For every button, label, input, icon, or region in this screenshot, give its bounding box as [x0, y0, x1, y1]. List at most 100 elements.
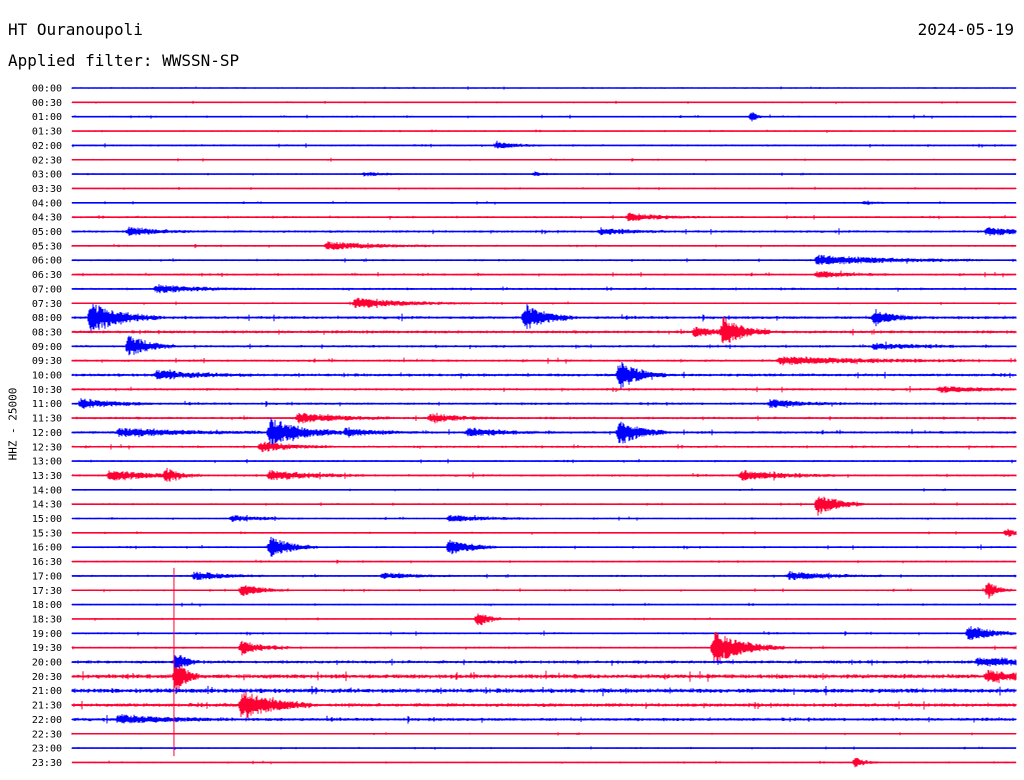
seismic-trace-row: [71, 418, 1017, 447]
time-row-label: 16:30: [32, 557, 62, 568]
seismic-trace-row: [71, 441, 1017, 452]
seismic-trace-row: [71, 297, 1017, 308]
seismic-trace-row: [71, 241, 1017, 250]
filter-label: Applied filter: WWSSN-SP: [8, 51, 240, 70]
seismic-trace-row: [71, 664, 1017, 690]
seismic-trace-row: [71, 602, 1017, 607]
seismic-trace-row: [71, 284, 1017, 294]
seismic-trace-row: [71, 398, 1017, 409]
seismic-trace-row: [71, 270, 1017, 278]
seismic-trace-row: [71, 631, 1017, 664]
seismic-trace-row: [71, 386, 1017, 393]
seismic-trace-row: [71, 362, 1017, 389]
seismic-trace-row: [71, 356, 1017, 366]
seismic-trace-row: [71, 86, 1017, 90]
time-row-label: 03:30: [32, 184, 62, 195]
time-row-label: 19:00: [32, 629, 62, 640]
time-row-label: 09:30: [32, 356, 62, 367]
time-row-label: 23:00: [32, 744, 62, 755]
time-row-label: 10:00: [32, 371, 62, 382]
seismic-trace-row: [71, 757, 1017, 768]
seismic-trace-row: [71, 254, 1017, 265]
time-row-label: 16:00: [32, 543, 62, 554]
seismic-trace-row: [71, 732, 1017, 736]
date-label: 2024-05-19: [917, 20, 1014, 39]
time-row-label: 22:00: [32, 715, 62, 726]
seismic-trace-row: [71, 186, 1017, 191]
seismic-trace-row: [71, 200, 1017, 205]
seismic-trace-row: [71, 467, 1017, 482]
seismic-trace-row: [71, 304, 1017, 333]
seismic-trace-row: [71, 571, 1017, 580]
seismic-trace-row: [71, 335, 1017, 356]
seismic-trace-row: [71, 488, 1017, 492]
seismic-trace-row: [71, 212, 1017, 222]
time-row-label: 04:00: [32, 198, 62, 209]
time-row-label: 20:30: [32, 672, 62, 683]
time-row-label: 06:30: [32, 270, 62, 281]
time-row-label: 07:00: [32, 284, 62, 295]
time-row-label: 17:00: [32, 571, 62, 582]
time-row-label: 12:00: [32, 428, 62, 439]
seismic-trace-row: [71, 412, 1017, 424]
time-row-label: 01:00: [32, 112, 62, 123]
time-row-label: 02:00: [32, 141, 62, 152]
time-row-label: 02:30: [32, 155, 62, 166]
seismic-trace-row: [71, 528, 1017, 537]
time-row-label: 14:30: [32, 500, 62, 511]
time-row-label: 19:30: [32, 643, 62, 654]
seismic-trace-row: [71, 100, 1017, 105]
time-row-label: 09:00: [32, 342, 62, 353]
time-row-label: 14:00: [32, 485, 62, 496]
time-row-label: 11:30: [32, 414, 62, 425]
seismic-trace-row: [71, 316, 1017, 344]
seismic-trace-row: [71, 691, 1017, 718]
seismic-trace-row: [71, 559, 1017, 564]
time-row-label: 18:00: [32, 600, 62, 611]
seismic-trace-row: [71, 129, 1017, 133]
time-row-label: 01:30: [32, 127, 62, 138]
time-row-label: 18:30: [32, 614, 62, 625]
time-row-label: 04:30: [32, 213, 62, 224]
time-row-label: 21:30: [32, 701, 62, 712]
seismic-trace-row: [71, 496, 1017, 516]
seismic-trace-row: [71, 157, 1017, 162]
seismic-trace-row: [71, 626, 1017, 640]
time-row-label: 23:30: [32, 758, 62, 769]
seismic-trace-row: [71, 458, 1017, 464]
time-row-label: 13:00: [32, 457, 62, 468]
time-row-label: 07:30: [32, 299, 62, 310]
time-row-label: 08:00: [32, 313, 62, 324]
seismic-trace-row: [71, 685, 1017, 697]
time-row-label: 10:30: [32, 385, 62, 396]
seismic-trace-row: [71, 140, 1017, 149]
station-title: HT Ouranoupoli: [8, 20, 143, 39]
time-row-label: 00:00: [32, 84, 62, 95]
time-row-label: 05:30: [32, 241, 62, 252]
time-row-label: 13:30: [32, 471, 62, 482]
time-row-label: 06:00: [32, 256, 62, 267]
seismic-trace-row: [71, 171, 1017, 177]
time-row-label: 15:00: [32, 514, 62, 525]
time-row-label: 12:30: [32, 442, 62, 453]
seismic-trace-row: [71, 536, 1017, 557]
seismic-trace-row: [71, 226, 1017, 236]
seismic-trace-row: [71, 112, 1017, 122]
time-row-label: 20:00: [32, 658, 62, 669]
time-row-label: 21:00: [32, 686, 62, 697]
time-row-label: 17:30: [32, 586, 62, 597]
time-row-label: 08:30: [32, 327, 62, 338]
seismic-trace-row: [71, 582, 1017, 599]
time-row-label: 00:30: [32, 98, 62, 109]
seismic-trace-row: [71, 515, 1017, 522]
time-row-label: 15:30: [32, 528, 62, 539]
time-row-label: 22:30: [32, 729, 62, 740]
seismic-trace-row: [71, 613, 1017, 626]
seismic-trace-row: [71, 746, 1017, 750]
seismic-trace-row: [71, 655, 1017, 669]
time-row-label: 05:00: [32, 227, 62, 238]
time-row-label: 03:00: [32, 170, 62, 181]
time-row-label: 11:00: [32, 399, 62, 410]
seismic-trace-row: [71, 714, 1017, 724]
